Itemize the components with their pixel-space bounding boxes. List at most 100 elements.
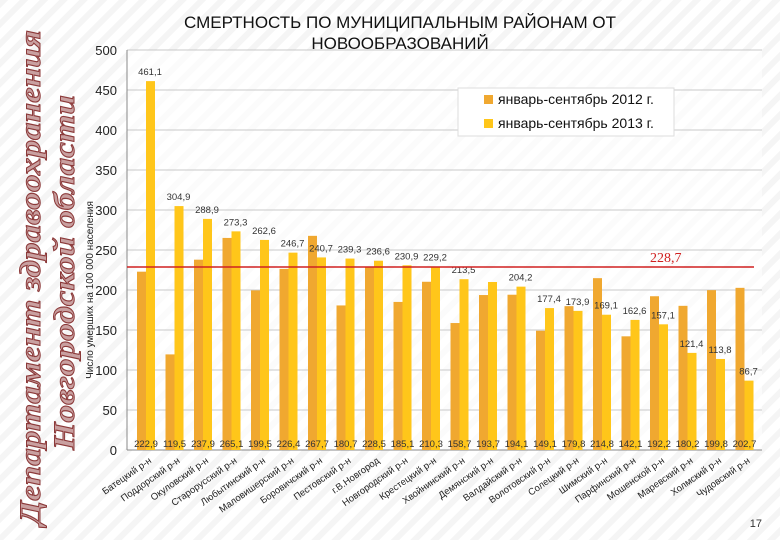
data-label-2013: 288,9 — [195, 205, 219, 216]
chart-title: СМЕРТНОСТЬ ПО МУНИЦИПАЛЬНЫМ РАЙОНАМ ОТ Н… — [140, 12, 660, 54]
data-label-2013: 173,9 — [566, 297, 590, 308]
bar-2012 — [507, 294, 517, 450]
data-label-2013: 121,4 — [680, 339, 704, 350]
chart-title-line1: СМЕРТНОСТЬ ПО МУНИЦИПАЛЬНЫМ РАЙОНАМ ОТ — [184, 13, 616, 32]
data-label-2012: 226,4 — [277, 439, 301, 450]
bar-2012 — [621, 336, 631, 450]
bar-2012 — [479, 295, 488, 450]
data-label-2013: 230,9 — [395, 251, 419, 262]
data-label-2012: 237,9 — [191, 439, 215, 450]
bar-2012 — [422, 281, 431, 450]
data-label-2012: 194,1 — [505, 439, 529, 450]
bar-2013 — [459, 279, 469, 450]
y-tick-label: 50 — [103, 403, 117, 418]
bar-2013 — [231, 231, 241, 450]
bar-2013 — [630, 319, 640, 450]
bar-2012 — [194, 259, 203, 450]
bar-2013 — [602, 314, 611, 450]
bar-2013 — [174, 206, 184, 450]
legend-swatch — [484, 119, 493, 128]
bar-2013 — [687, 352, 697, 450]
bar-2013 — [317, 257, 326, 450]
y-tick-label: 100 — [95, 363, 117, 378]
data-label-2012: 265,1 — [220, 439, 244, 450]
bar-2012 — [336, 305, 346, 450]
bar-2012 — [279, 268, 289, 450]
bar-2013 — [374, 260, 383, 450]
data-label-2012: 179,8 — [562, 439, 586, 450]
data-label-2013: 213,5 — [452, 265, 476, 276]
y-tick-label: 350 — [95, 163, 117, 178]
data-label-2012: 158,7 — [448, 439, 472, 450]
data-label-2012: 202,7 — [733, 439, 757, 450]
data-label-2012: 267,7 — [305, 439, 329, 450]
bar-2012 — [251, 290, 260, 450]
bar-2013 — [573, 310, 583, 450]
bar-2013 — [516, 286, 526, 450]
data-label-2013: 86,7 — [739, 367, 758, 378]
page-number: 17 — [749, 518, 762, 530]
data-label-2012: 192,2 — [647, 439, 671, 450]
data-label-2012: 199,8 — [704, 439, 728, 450]
bar-2013 — [288, 252, 298, 450]
bar-2012 — [222, 237, 232, 450]
bar-2012 — [735, 287, 745, 450]
bar-2013 — [431, 266, 440, 450]
bar-2012 — [707, 290, 716, 450]
bar-2013 — [146, 81, 155, 451]
side-title-svg: Департамент здравоохранения Новгородской… — [14, 30, 82, 530]
side-title-line1: Департамент здравоохранения — [14, 30, 47, 529]
data-label-2013: 246,7 — [281, 239, 305, 250]
bar-2012 — [593, 278, 602, 450]
data-label-2012: 228,5 — [362, 439, 386, 450]
data-label-2012: 180,7 — [334, 439, 358, 450]
data-label-2012: 193,7 — [476, 439, 500, 450]
data-label-2013: 169,1 — [594, 301, 618, 312]
data-label-2013: 273,3 — [224, 217, 248, 228]
data-label-2013: 304,9 — [167, 192, 191, 203]
bar-2013 — [402, 265, 412, 450]
bar-2012 — [165, 354, 175, 450]
bar-2012 — [393, 301, 403, 450]
data-label-2013: 262,6 — [252, 226, 276, 237]
y-tick-label: 400 — [95, 123, 117, 138]
data-label-2013: 113,8 — [708, 345, 731, 356]
data-label-2012: 210,3 — [419, 439, 443, 450]
y-tick-label: 300 — [95, 203, 117, 218]
bar-2012 — [650, 296, 659, 450]
y-tick-label: 200 — [95, 283, 117, 298]
data-label-2012: 199,5 — [248, 439, 272, 450]
data-label-2013: 236,6 — [366, 247, 390, 258]
bar-2013 — [203, 218, 212, 450]
bar-2012 — [536, 330, 545, 450]
legend-swatch — [484, 95, 493, 104]
data-label-2012: 180,2 — [676, 439, 700, 450]
data-label-2012: 142,1 — [619, 439, 643, 450]
data-label-2012: 222,9 — [134, 439, 158, 450]
data-label-2012: 185,1 — [391, 439, 415, 450]
side-title: Департамент здравоохранения Новгородской… — [2, 20, 82, 530]
data-label-2013: 177,4 — [537, 294, 561, 305]
legend-entry: январь-сентябрь 2013 г. — [498, 115, 654, 131]
bar-2012 — [678, 305, 688, 450]
bar-2013 — [260, 239, 269, 450]
y-tick-label: 150 — [95, 323, 117, 338]
data-label-2013: 204,2 — [509, 273, 533, 284]
side-title-line2: Новгородской области — [48, 95, 81, 451]
y-tick-label: 500 — [95, 43, 117, 58]
reference-line-label: 228,7 — [650, 251, 682, 266]
data-label-2013: 157,1 — [651, 310, 675, 321]
bar-2013 — [659, 324, 668, 450]
bar-2012 — [308, 235, 317, 450]
bar-2013 — [744, 380, 754, 450]
bar-2012 — [564, 306, 574, 450]
data-label-2012: 214,8 — [590, 439, 614, 450]
legend-box — [457, 87, 675, 137]
data-label-2012: 149,1 — [533, 439, 557, 450]
y-tick-label: 250 — [95, 243, 117, 258]
legend-entry: январь-сентябрь 2012 г. — [498, 91, 654, 107]
bar-2012 — [365, 267, 374, 450]
y-tick-label: 450 — [95, 83, 117, 98]
bar-2013 — [488, 282, 497, 450]
